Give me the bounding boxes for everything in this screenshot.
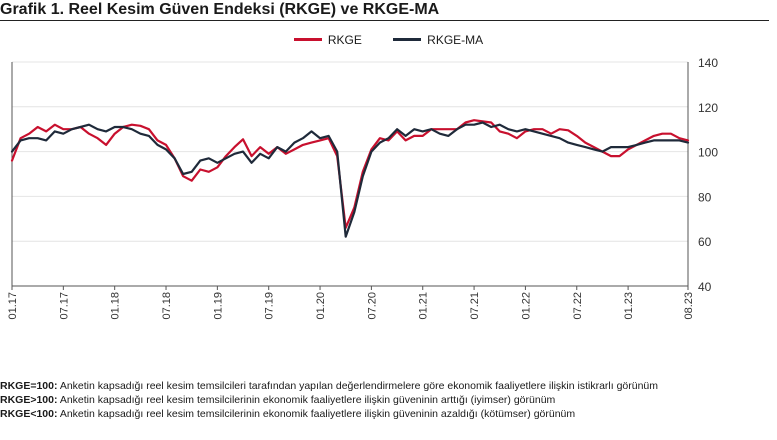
- x-tick-label: 01.22: [520, 292, 532, 320]
- chart-legend: RKGE RKGE-MA: [0, 30, 777, 47]
- legend-item-rkge-ma: RKGE-MA: [393, 33, 483, 47]
- note-pessimistic: RKGE<100: Anketin kapsadığı reel kesim t…: [0, 407, 658, 421]
- series-line-rkge-ma: [10, 121, 690, 238]
- note-text: Anketin kapsadığı reel kesim temsilciler…: [57, 408, 576, 420]
- x-tick-label: 01.20: [315, 292, 327, 320]
- y-tick-label: 120: [698, 101, 718, 115]
- y-tick-label: 80: [698, 190, 712, 204]
- legend-item-rkge: RKGE: [293, 32, 362, 47]
- note-text: Anketin kapsadığı reel kesim temsilciler…: [57, 380, 659, 392]
- x-tick-label: 01.21: [418, 292, 430, 320]
- x-tick-label: 08.23: [683, 292, 695, 320]
- y-tick-label: 140: [698, 56, 718, 70]
- x-tick-label: 07.18: [161, 292, 173, 320]
- x-tick-label: 07.21: [469, 292, 481, 320]
- x-tick-label: 07.20: [366, 292, 378, 320]
- x-tick-label: 01.23: [623, 292, 635, 320]
- legend-swatch-rkge-ma: [393, 38, 422, 41]
- x-tick-label: 07.19: [264, 292, 276, 320]
- x-tick-label: 07.22: [572, 292, 584, 320]
- series-line-rkge: [10, 119, 690, 229]
- x-tick-label: 01.18: [110, 292, 122, 320]
- note-label: RKGE<100:: [0, 408, 58, 420]
- note-optimistic: RKGE>100: Anketin kapsadığı reel kesim t…: [0, 393, 658, 407]
- legend-label-rkge-ma: RKGE-MA: [427, 32, 484, 47]
- x-tick-label: 01.17: [7, 292, 19, 320]
- note-text: Anketin kapsadığı reel kesim temsilciler…: [57, 394, 556, 406]
- legend-label-rkge: RKGE: [327, 32, 362, 47]
- chart-title: Grafik 1. Reel Kesim Güven Endeksi (RKGE…: [0, 0, 769, 21]
- note-stable: RKGE=100: Anketin kapsadığı reel kesim t…: [0, 379, 658, 393]
- y-tick-label: 40: [698, 280, 712, 294]
- line-chart: 40 60 80 100 120 140 01.17 07.17 01.18 07.18 01.19…: [7, 56, 718, 320]
- notes: RKGE=100: Anketin kapsadığı reel kesim t…: [0, 379, 658, 421]
- note-label: RKGE>100:: [0, 394, 58, 406]
- x-tick-label: 07.17: [58, 292, 70, 320]
- legend-swatch-rkge: [293, 38, 322, 41]
- note-label: RKGE=100:: [0, 380, 58, 392]
- x-tick-label: 01.19: [212, 292, 224, 320]
- y-tick-label: 100: [698, 146, 718, 160]
- y-tick-label: 60: [698, 235, 712, 249]
